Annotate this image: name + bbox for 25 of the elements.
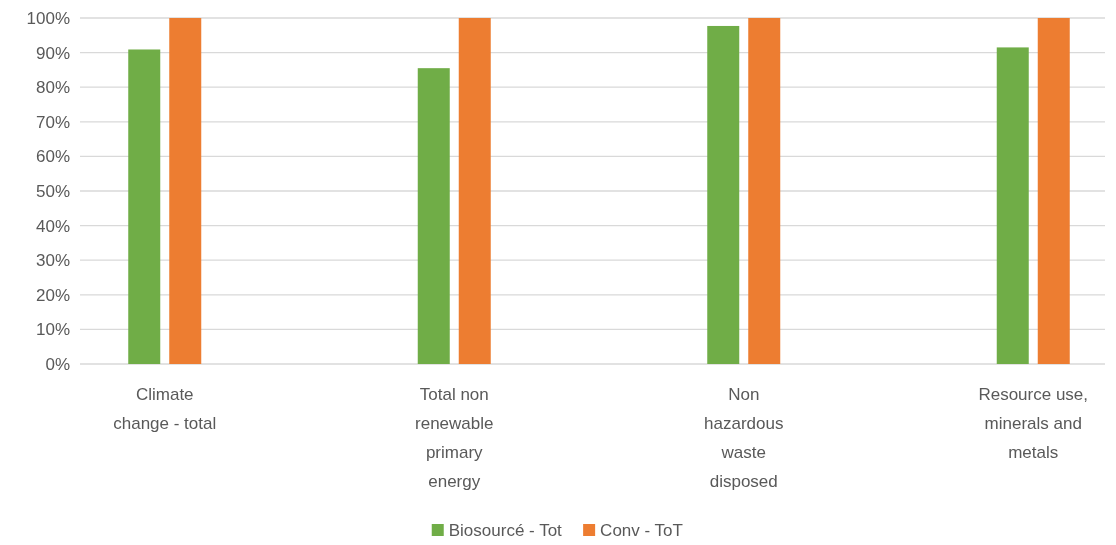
bar <box>748 18 781 364</box>
bar <box>128 49 161 364</box>
x-tick-label: Resource use, minerals and metals <box>978 385 1089 462</box>
legend-label: Conv - ToT <box>600 521 683 540</box>
y-tick-label: 80% <box>35 78 70 98</box>
bar <box>458 18 491 364</box>
bar <box>996 47 1029 364</box>
x-tick-label: Climate change - total <box>113 385 217 433</box>
y-tick-label: 20% <box>35 285 70 305</box>
bar <box>707 25 740 364</box>
x-tick-label: Total non renewable primary energy <box>415 385 494 491</box>
y-tick-label: 90% <box>35 43 70 63</box>
y-tick-label: 70% <box>35 112 70 132</box>
bar <box>1037 18 1070 364</box>
y-tick-label: 100% <box>26 8 70 28</box>
y-tick-label: 0% <box>45 354 70 374</box>
bar <box>169 18 202 364</box>
x-tick-label: Non hazardous waste disposed <box>704 385 784 491</box>
y-tick-label: 60% <box>35 147 70 167</box>
legend-label: Biosourcé - Tot <box>448 521 563 540</box>
bar <box>417 68 450 364</box>
y-tick-label: 50% <box>35 181 70 201</box>
y-tick-label: 40% <box>35 216 70 236</box>
y-tick-label: 10% <box>35 320 70 340</box>
y-tick-label: 30% <box>35 251 70 271</box>
